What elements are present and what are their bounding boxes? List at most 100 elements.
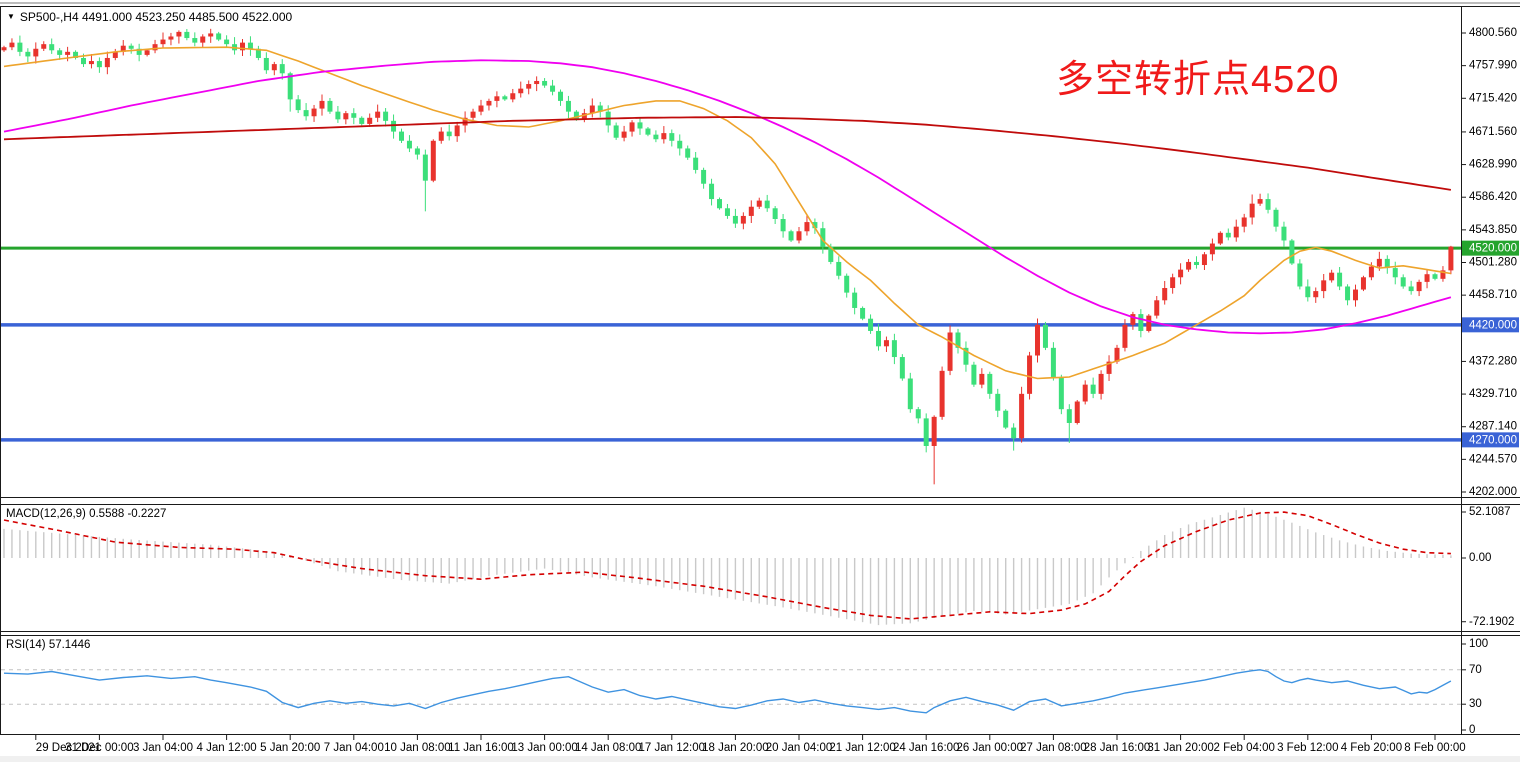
- candle-body-down: [1408, 286, 1414, 292]
- candle-body-down: [1138, 314, 1144, 331]
- time-tick-label: 11 Jan 16:00: [448, 742, 514, 754]
- candle-body-down: [1273, 209, 1279, 227]
- time-tick-label: 7 Jan 04:00: [324, 742, 384, 754]
- candle-body-down: [1400, 277, 1406, 287]
- candles: [1, 28, 1454, 485]
- candle-body-up: [65, 51, 71, 55]
- candle-body-up: [1329, 272, 1335, 281]
- time-tick-label: 24 Jan 16:00: [893, 742, 960, 754]
- price-tick-label: 4800.560: [1469, 27, 1517, 39]
- candle-body-down: [772, 208, 778, 220]
- candle-body-down: [573, 111, 579, 120]
- candle-body-up: [367, 117, 373, 124]
- rsi-tick-label: 30: [1469, 698, 1482, 710]
- candle-body-up: [1448, 246, 1454, 271]
- time-tick-label: 26 Jan 00:00: [957, 742, 1024, 754]
- candle-body-down: [891, 340, 897, 358]
- candle-body-down: [1050, 347, 1056, 377]
- candle-body-up: [375, 111, 381, 118]
- time-tick-label: 29 Dec 2021: [36, 742, 101, 754]
- candle-body-up: [804, 222, 810, 232]
- candle-body-down: [955, 332, 961, 348]
- rsi-tick-label: 100: [1469, 638, 1488, 650]
- rsi-line: [3, 669, 1452, 714]
- candle-body-down: [224, 39, 230, 45]
- candle-body-down: [327, 100, 333, 112]
- candle-body-up: [629, 122, 635, 132]
- price-level-badge: [1462, 317, 1519, 333]
- time-tick-label: 13 Jan 00:00: [511, 742, 578, 754]
- candle-body-down: [899, 357, 905, 379]
- candle-body-up: [1154, 300, 1160, 316]
- candle-body-down: [693, 157, 699, 170]
- candle-body-up: [748, 206, 754, 216]
- candle-body-up: [470, 111, 476, 118]
- candle-body-up: [534, 80, 540, 85]
- candle-body-up: [41, 44, 47, 49]
- candle-body-up: [120, 45, 126, 52]
- candle-body-up: [1368, 266, 1374, 278]
- candle-body-up: [740, 215, 746, 224]
- candle-body-down: [613, 125, 619, 138]
- ma-mid-line: [3, 59, 1452, 335]
- time-tick-label: 21 Jan 12:00: [829, 742, 896, 754]
- candle-body-up: [144, 50, 150, 55]
- price-level-badge-text: 4520.000: [1469, 243, 1517, 255]
- candle-body-up: [454, 125, 460, 137]
- candle-body-up: [168, 36, 174, 40]
- candle-body-up: [1360, 277, 1366, 290]
- candle-body-up: [311, 108, 317, 117]
- candle-body-up: [478, 105, 484, 112]
- candle-body-down: [701, 169, 707, 184]
- candle-body-down: [383, 111, 389, 121]
- price-level-badge: [1462, 432, 1519, 448]
- candle-body-down: [1003, 410, 1009, 428]
- time-tick-label: 10 Jan 08:00: [384, 742, 451, 754]
- candle-body-up: [438, 131, 444, 141]
- time-tick-label: 20 Jan 04:00: [766, 742, 833, 754]
- price-tick-label: 4715.420: [1469, 92, 1517, 104]
- price-level-badge-text: 4420.000: [1469, 319, 1517, 331]
- candle-body-down: [422, 154, 428, 181]
- candle-body-down: [1305, 286, 1311, 298]
- candle-body-down: [1194, 261, 1199, 266]
- candle-body-down: [128, 45, 134, 49]
- candle-body-up: [1313, 291, 1319, 298]
- bottom-strip: [0, 756, 1520, 762]
- candle-body-down: [295, 99, 301, 111]
- candle-body-down: [247, 42, 253, 49]
- macd-tick-label: -72.1902: [1469, 616, 1514, 628]
- candle-body-up: [589, 105, 595, 114]
- candle-body-up: [1106, 361, 1112, 374]
- macd-tick-label: 52.1087: [1469, 506, 1511, 518]
- candle-body-up: [526, 84, 532, 89]
- candle-body-up: [9, 42, 15, 48]
- candle-body-up: [1162, 288, 1168, 301]
- candle-body-down: [732, 215, 738, 224]
- candle-body-up: [1376, 258, 1382, 267]
- time-tick-label: 27 Jan 08:00: [1020, 742, 1087, 754]
- candle-body-up: [200, 36, 206, 43]
- candle-body-down: [788, 231, 794, 241]
- annotation-text[interactable]: 多空转折点4520: [1056, 59, 1340, 101]
- candle-body-down: [255, 48, 261, 58]
- price-tick-label: 4671.560: [1469, 126, 1517, 138]
- symbol-dropdown-icon[interactable]: ▼: [7, 12, 15, 21]
- candle-body-down: [565, 100, 571, 112]
- candle-body-up: [1082, 384, 1088, 402]
- price-tick-label: 4543.850: [1469, 224, 1517, 236]
- macd-indicator-label: MACD(12,26,9) 0.5588 -0.2227: [6, 508, 167, 520]
- candle-body-down: [812, 222, 818, 229]
- candle-body-down: [216, 33, 222, 40]
- candle-body-down: [558, 91, 563, 101]
- candle-body-down: [17, 42, 23, 52]
- candle-body-up: [1257, 199, 1263, 204]
- candle-body-up: [1098, 373, 1104, 394]
- candle-body-up: [1209, 243, 1215, 255]
- candle-body-down: [351, 113, 357, 118]
- time-tick-label: 4 Jan 12:00: [197, 742, 257, 754]
- candle-body-up: [1440, 270, 1446, 279]
- candle-body-up: [33, 48, 39, 57]
- candle-body-up: [152, 44, 158, 51]
